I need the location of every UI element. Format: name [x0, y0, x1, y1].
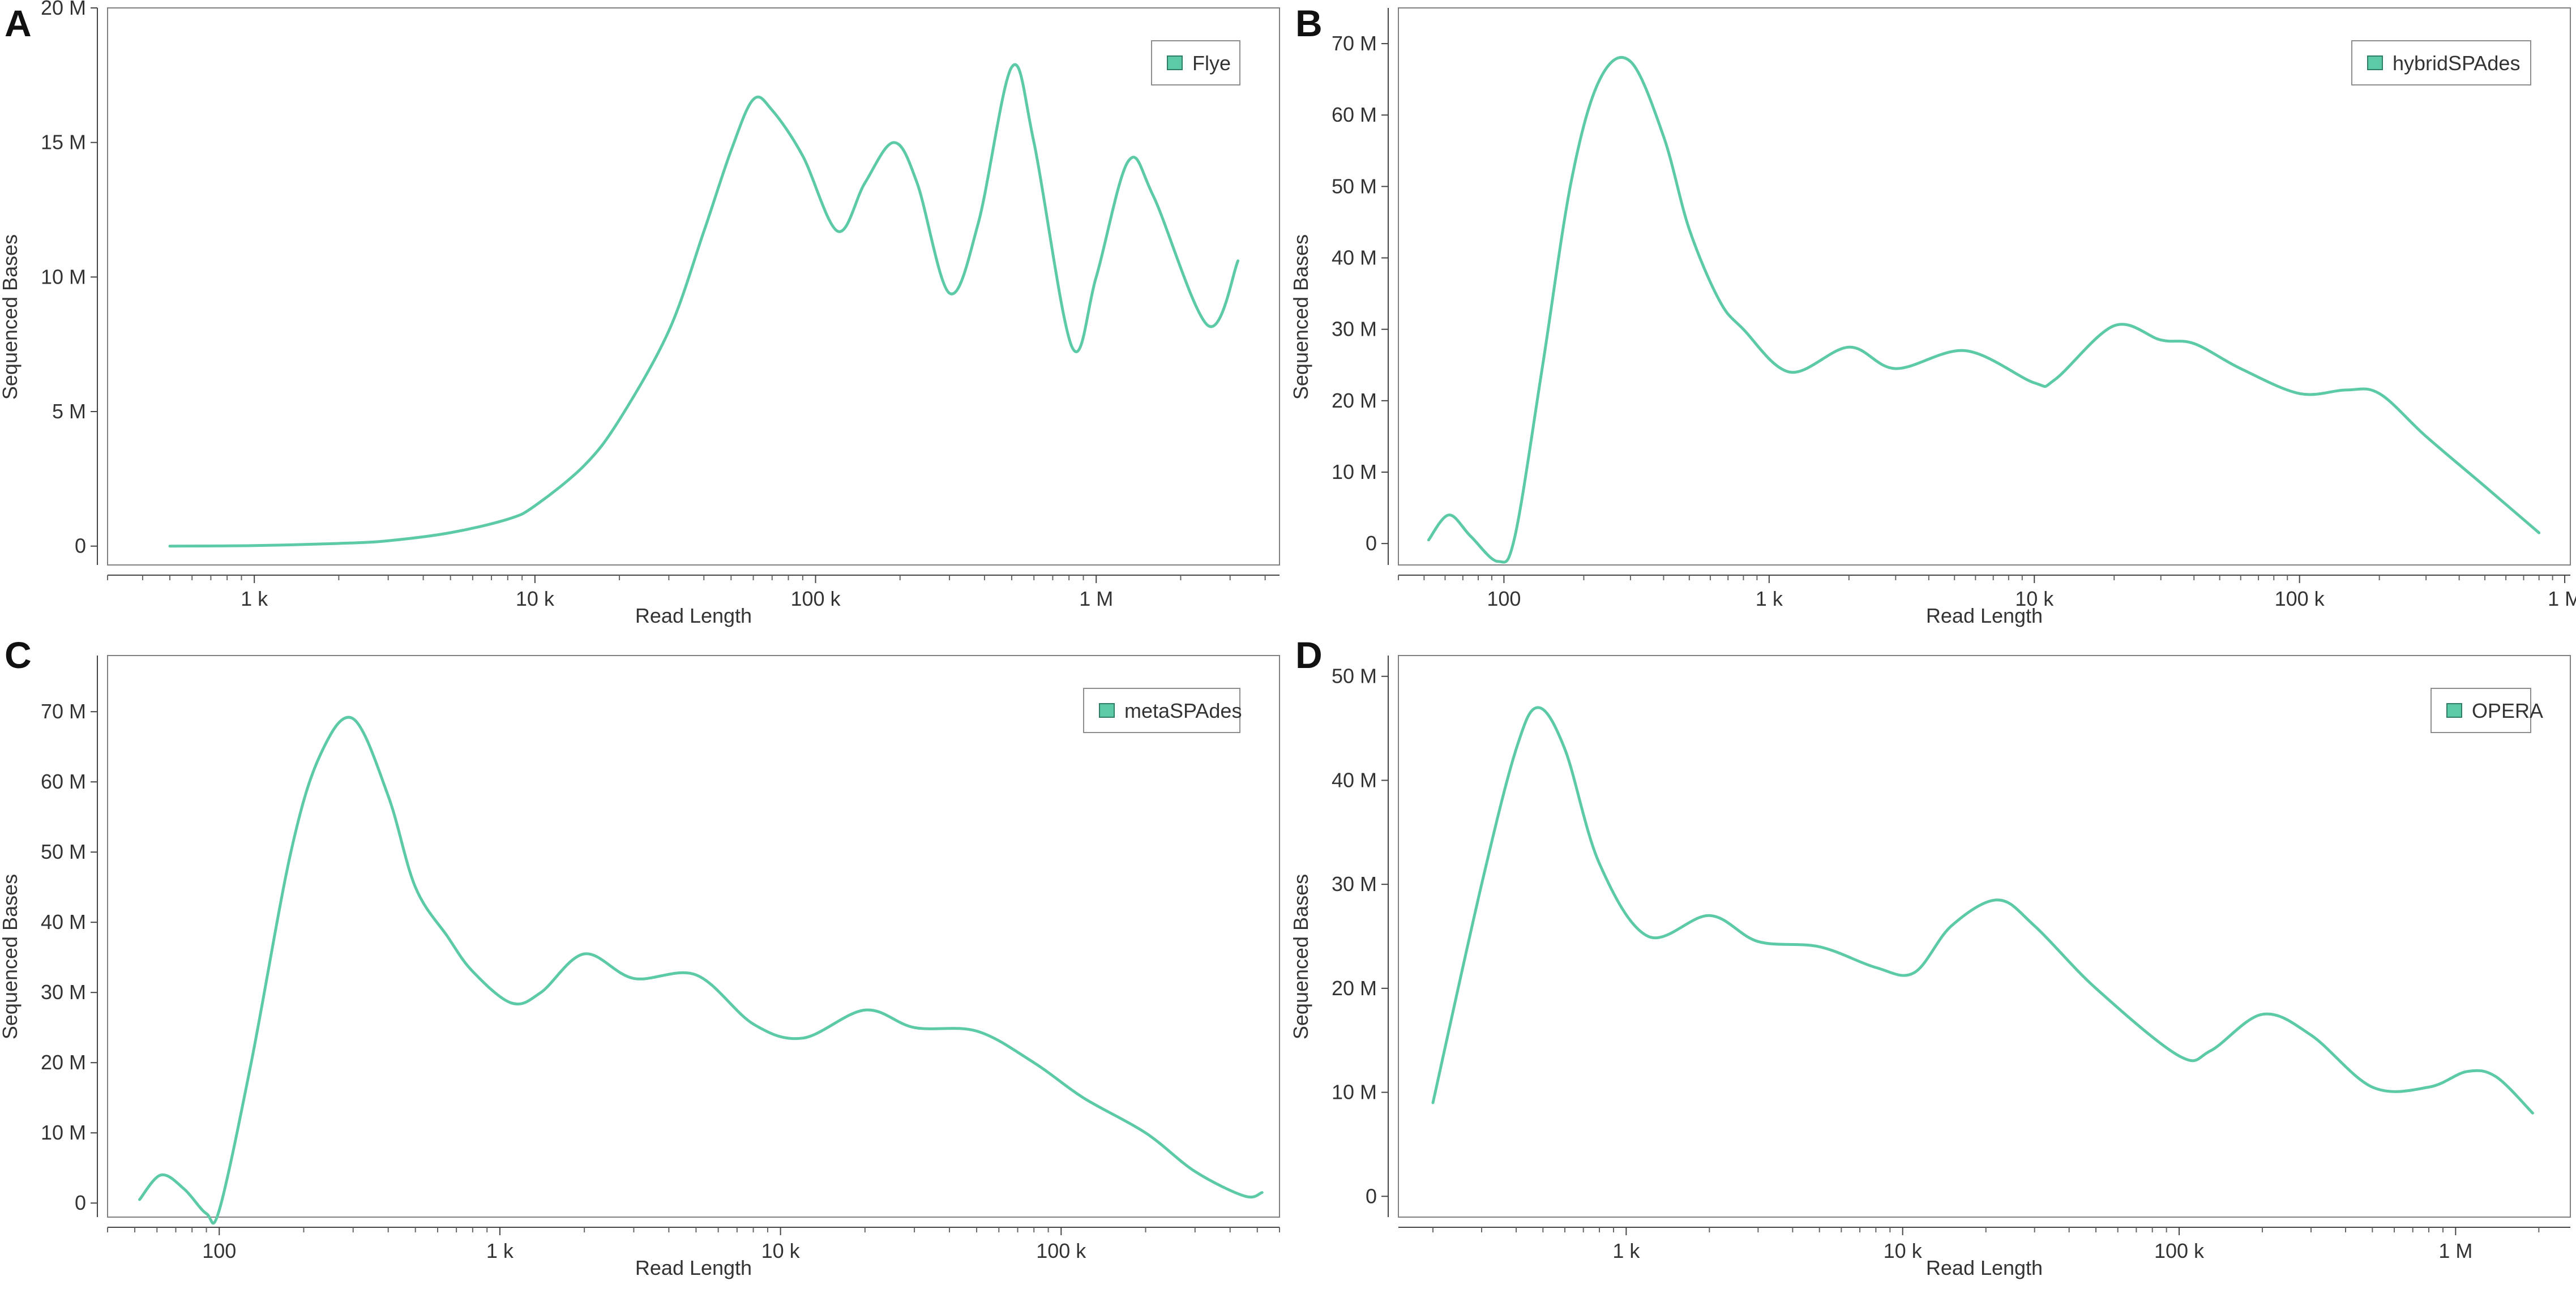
x-tick-label: 10 k [761, 1239, 801, 1262]
y-tick-label: 10 M [41, 1121, 86, 1144]
y-tick-label: 30 M [1332, 318, 1377, 341]
y-axis-label: Sequenced Bases [0, 874, 22, 1039]
y-tick-label: 30 M [1332, 872, 1377, 896]
x-tick-label: 10 k [516, 587, 555, 610]
x-tick-label: 100 [202, 1239, 236, 1262]
y-tick-label: 10 M [1332, 460, 1377, 483]
y-tick-label: 0 [75, 1191, 86, 1214]
series-line-flye [168, 63, 1240, 548]
x-tick-label: 100 [1487, 587, 1521, 610]
y-tick-label: 60 M [41, 770, 86, 793]
x-axis-label: Read Length [1926, 1256, 2043, 1279]
y-tick-label: 40 M [41, 910, 86, 933]
legend-label: metaSPAdes [1124, 699, 1242, 722]
panel-letter: B [1295, 2, 1323, 44]
x-tick-label: 1 M [2548, 587, 2576, 610]
y-tick-label: 10 M [1332, 1081, 1377, 1104]
y-tick-label: 50 M [1332, 174, 1377, 198]
x-tick-label: 10 k [1884, 1239, 1923, 1262]
x-tick-label: 1 k [1756, 587, 1783, 610]
y-tick-label: 20 M [41, 0, 86, 19]
x-tick-label: 100 k [1036, 1239, 1086, 1262]
panel-a: A 0 5 M 10 M 15 M 20 M 1 k 10 k 100 k 1 M Read Len… [0, 0, 1280, 627]
y-tick-label: 70 M [41, 700, 86, 723]
legend: Flye [1151, 40, 1240, 85]
plot-area [1398, 655, 2571, 1218]
x-axis-label: Read Length [635, 1256, 752, 1279]
y-axis-label: Sequenced Bases [1289, 234, 1312, 400]
x-axis-label: Read Length [1926, 604, 2043, 627]
y-tick-label: 0 [75, 534, 86, 558]
x-axis-label: Read Length [635, 604, 752, 627]
x-tick-label: 1 M [2438, 1239, 2472, 1262]
legend-swatch [1167, 55, 1183, 70]
y-tick-label: 20 M [1332, 389, 1377, 412]
series-line-metaspades [138, 716, 1264, 1225]
y-tick-label: 20 M [41, 1051, 86, 1074]
panel-b: B 0 10 M 20 M 30 M 40 M 50 M 60 M 70 M 100 1 k 10 k… [1289, 2, 2576, 627]
legend-swatch [2367, 55, 2383, 70]
panel-d: D 0 10 M 20 M 30 M 40 M 50 M 1 k 10 k 100 k 1 M Rea… [1289, 634, 2571, 1279]
legend-label: OPERA [2472, 699, 2543, 722]
series-line-hybridspades [1427, 55, 2541, 564]
y-tick-label: 0 [1366, 532, 1377, 555]
x-tick-label: 1 k [486, 1239, 514, 1262]
series-line-opera [1431, 706, 2534, 1115]
y-axis-label: Sequenced Bases [0, 234, 22, 400]
legend-label: Flye [1192, 52, 1231, 75]
y-tick-label: 5 M [52, 400, 86, 423]
y-tick-label: 10 M [41, 265, 86, 288]
x-tick-label: 1 M [1079, 587, 1113, 610]
legend: hybridSPAdes [2351, 40, 2531, 85]
plot-area [107, 7, 1280, 566]
x-tick-label: 1 k [1612, 1239, 1640, 1262]
y-tick-label: 50 M [41, 840, 86, 863]
panel-letter: C [5, 634, 32, 676]
legend: OPERA [2430, 688, 2543, 733]
y-tick-label: 40 M [1332, 246, 1377, 269]
x-tick-label: 100 k [2154, 1239, 2205, 1262]
legend-swatch [2446, 703, 2462, 718]
plot-area [1398, 7, 2571, 566]
y-tick-label: 40 M [1332, 768, 1377, 791]
legend: metaSPAdes [1083, 688, 1242, 733]
y-tick-label: 15 M [41, 131, 86, 154]
x-tick-label: 100 k [790, 587, 841, 610]
y-tick-label: 30 M [41, 980, 86, 1004]
legend-box [1151, 40, 1240, 85]
x-tick-label: 100 k [2275, 587, 2325, 610]
legend-swatch [1099, 703, 1115, 718]
y-tick-label: 60 M [1332, 103, 1377, 126]
y-tick-label: 20 M [1332, 977, 1377, 1000]
y-axis-label: Sequenced Bases [1289, 874, 1312, 1039]
x-tick-label: 1 k [241, 587, 268, 610]
panel-c: C 0 10 M 20 M 30 M 40 M 50 M 60 M 70 M 100 1 k 10 k… [0, 634, 1280, 1279]
y-tick-label: 50 M [1332, 665, 1377, 688]
y-tick-label: 0 [1366, 1184, 1377, 1207]
panel-letter: D [1295, 634, 1323, 676]
panel-letter: A [5, 2, 32, 44]
x-tick-label: 10 k [2015, 587, 2054, 610]
y-tick-label: 70 M [1332, 32, 1377, 55]
legend-label: hybridSPAdes [2393, 52, 2520, 75]
plot-area [107, 655, 1280, 1218]
